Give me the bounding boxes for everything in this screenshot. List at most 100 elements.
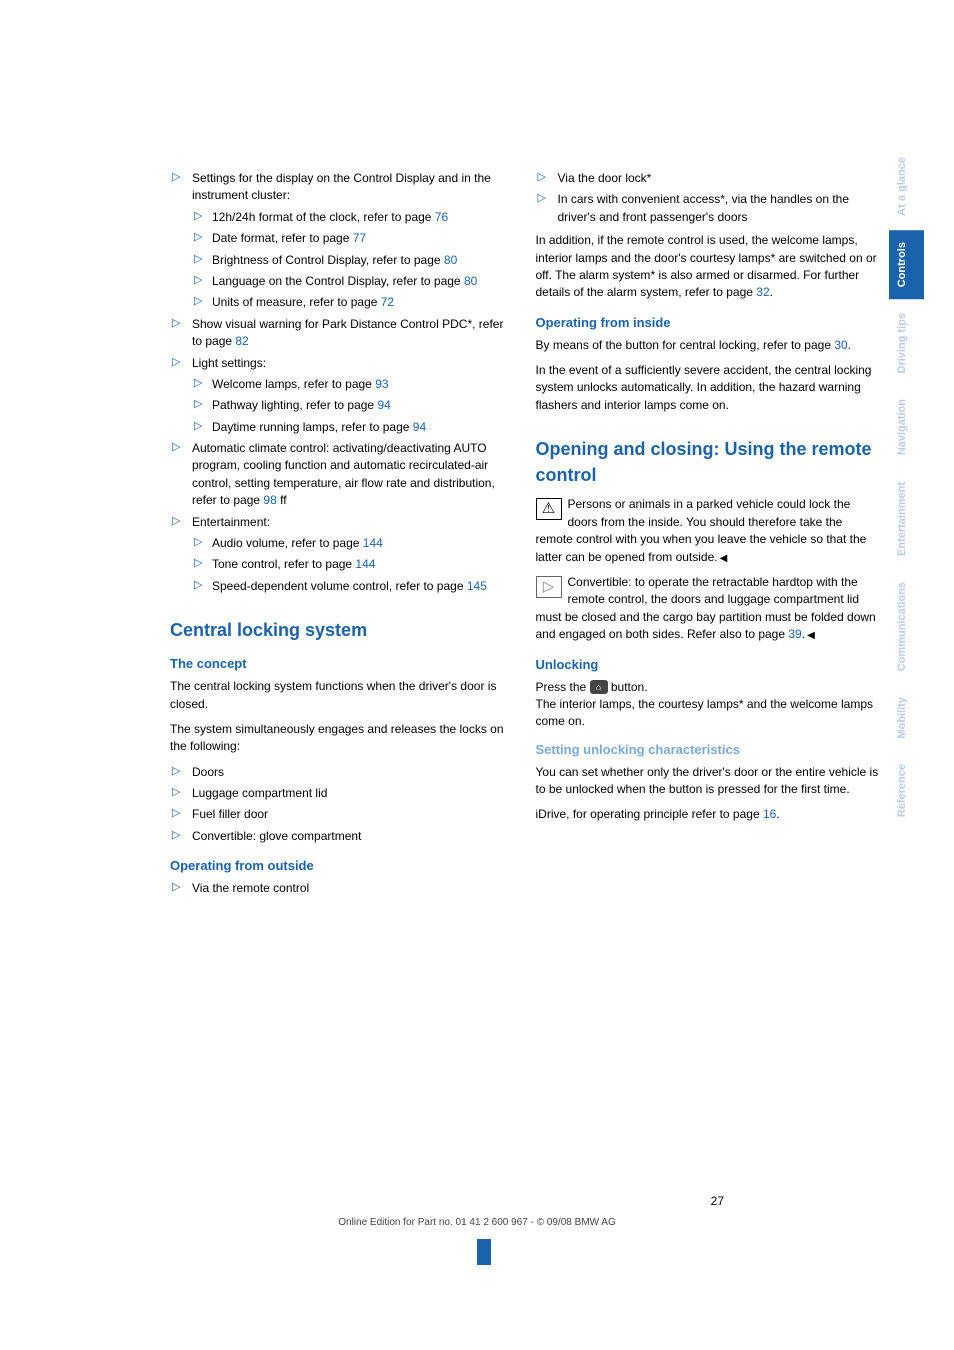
page-ref[interactable]: 94 — [413, 420, 426, 434]
list-item: Welcome lamps, refer to page 93 — [192, 376, 514, 393]
page-ref[interactable]: 93 — [375, 377, 388, 391]
text: iDrive, for operating principle refer to… — [536, 807, 763, 821]
text: Convertible: to operate the retractable … — [536, 575, 876, 641]
list-item: Luggage compartment lid — [170, 785, 514, 802]
tab-mobility[interactable]: Mobility — [889, 685, 924, 751]
tab-navigation[interactable]: Navigation — [889, 387, 924, 467]
list-item: Audio volume, refer to page 144 — [192, 535, 514, 552]
tab-entertainment[interactable]: Entertainment — [889, 470, 924, 568]
info-note: ▷ Convertible: to operate the retractabl… — [536, 574, 880, 644]
text: Brightness of Control Display, refer to … — [212, 253, 444, 267]
page-ref[interactable]: 144 — [363, 536, 383, 550]
unlock-button-icon: ⌂ — [590, 680, 608, 694]
page-ref[interactable]: 39 — [788, 627, 801, 641]
text: Via the door lock — [558, 171, 647, 185]
list-item: Fuel filler door — [170, 806, 514, 823]
list-item: Via the door lock* — [536, 170, 880, 187]
text: In cars with convenient access — [558, 192, 721, 206]
heading-central-locking: Central locking system — [170, 617, 514, 643]
text: Show visual warning for Park Distance Co… — [192, 317, 467, 331]
page-ref[interactable]: 144 — [355, 557, 375, 571]
text: Audio volume, refer to page — [212, 536, 363, 550]
paragraph: The system simultaneously engages and re… — [170, 721, 514, 756]
tab-controls[interactable]: Controls — [889, 230, 924, 299]
text: The interior lamps, the courtesy lamps — [536, 697, 739, 711]
footer-mark — [477, 1239, 491, 1265]
list-item: Show visual warning for Park Distance Co… — [170, 316, 514, 351]
text: Speed-dependent volume control, refer to… — [212, 579, 467, 593]
star: * — [647, 171, 652, 185]
paragraph: In the event of a sufficiently severe ac… — [536, 362, 880, 414]
settings-list: Settings for the display on the Control … — [170, 170, 514, 595]
list-item: Daytime running lamps, refer to page 94 — [192, 419, 514, 436]
paragraph: In addition, if the remote control is us… — [536, 232, 880, 302]
list-item: Language on the Control Display, refer t… — [192, 273, 514, 290]
paragraph: By means of the button for central locki… — [536, 337, 880, 354]
heading-setting-characteristics: Setting unlocking characteristics — [536, 741, 880, 760]
heading-opening-closing: Opening and closing: Using the remote co… — [536, 436, 880, 488]
list-item: Units of measure, refer to page 72 — [192, 294, 514, 311]
list-item: 12h/24h format of the clock, refer to pa… — [192, 209, 514, 226]
info-icon: ▷ — [536, 576, 562, 598]
text: Pathway lighting, refer to page — [212, 398, 377, 412]
list-item: In cars with convenient access*, via the… — [536, 191, 880, 226]
tab-at-a-glance[interactable]: At a glance — [889, 145, 924, 228]
warning-note: ⚠ Persons or animals in a parked vehicle… — [536, 496, 880, 566]
text: Light settings: — [192, 356, 266, 370]
text: . — [802, 627, 815, 641]
page-ref[interactable]: 82 — [235, 334, 248, 348]
page-ref[interactable]: 77 — [353, 231, 366, 245]
footer-text: Online Edition for Part no. 01 41 2 600 … — [0, 1216, 954, 1231]
page-ref[interactable]: 30 — [834, 338, 847, 352]
page-ref[interactable]: 145 — [467, 579, 487, 593]
list-item: Via the remote control — [170, 880, 514, 897]
text: Language on the Control Display, refer t… — [212, 274, 464, 288]
list-item: Speed-dependent volume control, refer to… — [192, 578, 514, 595]
text: ff — [277, 493, 287, 507]
list-item: Brightness of Control Display, refer to … — [192, 252, 514, 269]
text: Entertainment: — [192, 515, 270, 529]
heading-inside: Operating from inside — [536, 314, 880, 333]
list-item: Tone control, refer to page 144 — [192, 556, 514, 573]
list-item: Light settings: Welcome lamps, refer to … — [170, 355, 514, 437]
text: button. — [608, 680, 648, 694]
tab-driving-tips[interactable]: Driving tips — [889, 301, 924, 386]
text: Settings for the display on the Control … — [192, 171, 491, 202]
section-tabs: At a glanceControlsDriving tipsNavigatio… — [889, 145, 924, 832]
page-number: 27 — [711, 1193, 724, 1210]
right-column: Via the door lock* In cars with convenien… — [536, 170, 880, 904]
text: Welcome lamps, refer to page — [212, 377, 375, 391]
list-item: Convertible: glove compartment — [170, 828, 514, 845]
list-item: Entertainment: Audio volume, refer to pa… — [170, 514, 514, 596]
warning-icon: ⚠ — [536, 498, 562, 520]
page-ref[interactable]: 72 — [381, 295, 394, 309]
tab-reference[interactable]: Reference — [889, 752, 924, 829]
page-ref[interactable]: 32 — [756, 285, 769, 299]
text: . — [776, 807, 779, 821]
list-item: Automatic climate control: activating/de… — [170, 440, 514, 510]
text: Units of measure, refer to page — [212, 295, 381, 309]
page-ref[interactable]: 80 — [464, 274, 477, 288]
paragraph: Press the ⌂ button. The interior lamps, … — [536, 679, 880, 731]
text: Date format, refer to page — [212, 231, 353, 245]
page-ref[interactable]: 98 — [263, 493, 276, 507]
text: Press the — [536, 680, 590, 694]
text: Via the remote control — [192, 881, 309, 895]
text: Automatic climate control: activating/de… — [192, 441, 495, 507]
paragraph: iDrive, for operating principle refer to… — [536, 806, 880, 823]
paragraph: The central locking system functions whe… — [170, 678, 514, 713]
text: By means of the button for central locki… — [536, 338, 835, 352]
tab-communications[interactable]: Communications — [889, 570, 924, 683]
heading-outside: Operating from outside — [170, 857, 514, 876]
page-ref[interactable]: 76 — [435, 210, 448, 224]
text: Tone control, refer to page — [212, 557, 355, 571]
paragraph: You can set whether only the driver's do… — [536, 764, 880, 799]
page-ref[interactable]: 80 — [444, 253, 457, 267]
page-ref[interactable]: 94 — [377, 398, 390, 412]
list-item: Doors — [170, 764, 514, 781]
text: Persons or animals in a parked vehicle c… — [536, 497, 867, 563]
list-item: Pathway lighting, refer to page 94 — [192, 397, 514, 414]
page-ref[interactable]: 16 — [763, 807, 776, 821]
text: . — [848, 338, 851, 352]
heading-unlocking: Unlocking — [536, 656, 880, 675]
